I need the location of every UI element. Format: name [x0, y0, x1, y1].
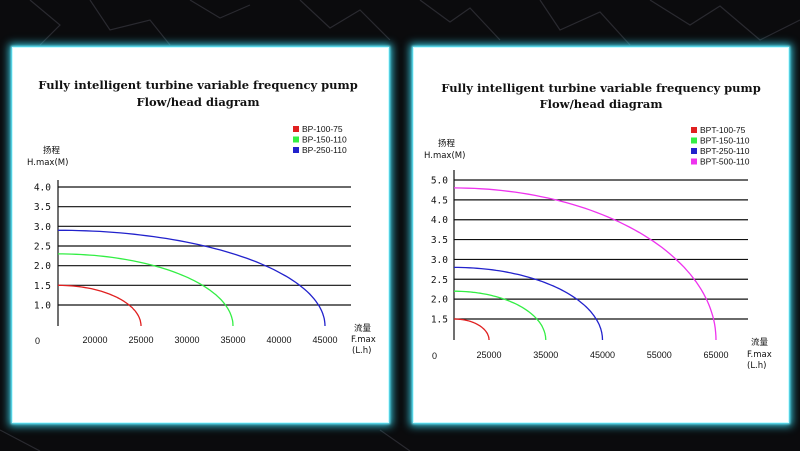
x-axis-unit: (L.h)	[747, 361, 766, 371]
chart-panel-right: Fully intelligent turbine variable frequ…	[413, 47, 789, 423]
x-tick-label: 40000	[266, 335, 291, 345]
x-axis-label-cn: 流量	[751, 337, 769, 348]
y-axis-label: H.max(M)	[424, 151, 465, 161]
legend-label: BP-150-110	[302, 135, 347, 145]
x-tick-label: 65000	[703, 350, 728, 360]
legend-label: BPT-150-110	[700, 136, 750, 146]
series-curve-bp-100-75	[58, 284, 142, 326]
y-tick-label: 2.0	[34, 261, 51, 272]
series-curve-bpt-100-75	[454, 318, 490, 340]
legend-swatch	[293, 126, 299, 132]
x-tick-label: 45000	[312, 335, 337, 345]
y-tick-label: 4.0	[34, 183, 51, 194]
x-axis-label: F.max	[747, 350, 772, 360]
legend-swatch	[691, 158, 697, 165]
legend-swatch	[691, 127, 697, 133]
series-curve-bpt-250-110	[454, 266, 604, 341]
chart-subtitle: Flow/head diagram	[539, 97, 662, 111]
chart-title: Fully intelligent turbine variable frequ…	[38, 78, 358, 92]
legend-swatch	[293, 147, 299, 153]
y-tick-label: 3.5	[34, 202, 51, 213]
x-tick-label: 25000	[476, 350, 501, 360]
chart-subtitle: Flow/head diagram	[136, 95, 259, 109]
y-tick-label: 4.0	[431, 215, 448, 226]
x-tick-label: 25000	[128, 335, 153, 345]
y-tick-label: 3.0	[431, 255, 448, 266]
x-tick-label: 20000	[82, 335, 107, 345]
y-tick-label: 1.5	[34, 281, 51, 292]
y-tick-label: 3.5	[431, 235, 448, 246]
legend-swatch	[691, 148, 697, 154]
series-curve-bp-250-110	[58, 229, 326, 327]
y-tick-label: 2.0	[431, 295, 448, 306]
y-tick-label: 1.0	[34, 301, 51, 312]
x-tick-label: 45000	[590, 350, 615, 360]
chart-panel-left: Fully intelligent turbine variable frequ…	[12, 47, 389, 423]
chart-title: Fully intelligent turbine variable frequ…	[441, 81, 761, 95]
x-tick-label: 35000	[220, 335, 245, 345]
legend-label: BPT-100-75	[700, 125, 746, 135]
series-curve-bpt-500-110	[453, 187, 717, 341]
x-tick-label: 55000	[647, 350, 672, 360]
x-axis-label: F.max	[351, 335, 376, 345]
chart-left: Fully intelligent turbine variable frequ…	[27, 78, 376, 356]
x-tick-label: 35000	[533, 350, 558, 360]
x-axis-unit: (L.h)	[352, 346, 371, 356]
x-tick-label: 30000	[174, 335, 199, 345]
legend-label: BPT-500-110	[700, 157, 750, 167]
legend-label: BPT-250-110	[700, 146, 750, 156]
x-axis-label-cn: 流量	[354, 323, 372, 334]
y-axis-label-cn: 扬程	[438, 138, 456, 149]
origin-label: 0	[432, 351, 437, 361]
y-tick-label: 5.0	[431, 176, 448, 187]
legend-swatch	[691, 137, 697, 144]
origin-label: 0	[35, 336, 40, 346]
series-curve-bp-150-110	[58, 253, 234, 327]
y-tick-label: 4.5	[431, 195, 448, 206]
chart-right: Fully intelligent turbine variable frequ…	[424, 81, 772, 371]
legend-label: BP-100-75	[302, 124, 343, 134]
legend-swatch	[293, 136, 299, 143]
y-tick-label: 3.0	[34, 222, 51, 233]
series-curve-bpt-150-110	[454, 290, 547, 341]
y-tick-label: 2.5	[34, 242, 51, 253]
y-tick-label: 2.5	[431, 275, 448, 286]
y-tick-label: 1.5	[431, 315, 448, 326]
legend-label: BP-250-110	[302, 145, 347, 155]
y-axis-label: H.max(M)	[27, 158, 68, 168]
y-axis-label-cn: 扬程	[43, 145, 61, 156]
